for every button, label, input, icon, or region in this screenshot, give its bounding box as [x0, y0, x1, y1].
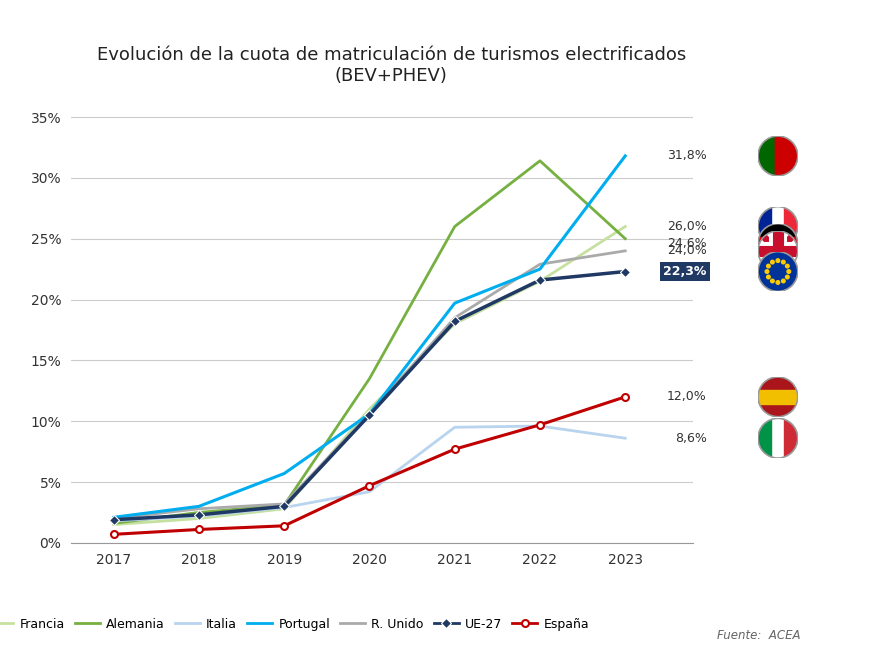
Text: 26,0%: 26,0%: [667, 220, 707, 233]
Circle shape: [771, 279, 774, 283]
Circle shape: [781, 279, 785, 283]
Circle shape: [758, 136, 797, 176]
Bar: [784, 207, 797, 246]
Bar: [784, 418, 797, 458]
Polygon shape: [758, 136, 778, 176]
Circle shape: [776, 281, 780, 284]
Circle shape: [781, 260, 785, 264]
Bar: [758, 418, 772, 458]
Circle shape: [766, 264, 770, 268]
Circle shape: [766, 275, 770, 279]
Circle shape: [786, 275, 789, 279]
Circle shape: [758, 224, 797, 263]
Circle shape: [758, 377, 797, 416]
Bar: [758, 237, 797, 250]
Bar: [758, 207, 772, 246]
Bar: [758, 224, 797, 237]
Text: 24,0%: 24,0%: [667, 244, 707, 258]
Circle shape: [758, 207, 797, 246]
Circle shape: [787, 269, 790, 273]
Legend: Francia, Alemania, Italia, Portugal, R. Unido, UE-27, España: Francia, Alemania, Italia, Portugal, R. …: [0, 612, 595, 636]
Circle shape: [758, 231, 797, 271]
Text: Fuente:  ACEA: Fuente: ACEA: [717, 629, 800, 642]
Text: 8,6%: 8,6%: [675, 432, 707, 445]
Circle shape: [771, 260, 774, 264]
Bar: [758, 390, 797, 404]
Circle shape: [786, 264, 789, 268]
Circle shape: [776, 259, 780, 262]
Text: Evolución de la cuota de matriculación de turismos electrificados
(BEV+PHEV): Evolución de la cuota de matriculación d…: [97, 46, 685, 85]
Text: 12,0%: 12,0%: [667, 391, 707, 403]
Circle shape: [765, 269, 769, 273]
Circle shape: [758, 252, 797, 291]
Text: 31,8%: 31,8%: [667, 150, 707, 162]
Text: 22,3%: 22,3%: [663, 265, 707, 278]
Circle shape: [758, 418, 797, 458]
Text: 24,6%: 24,6%: [667, 237, 707, 250]
